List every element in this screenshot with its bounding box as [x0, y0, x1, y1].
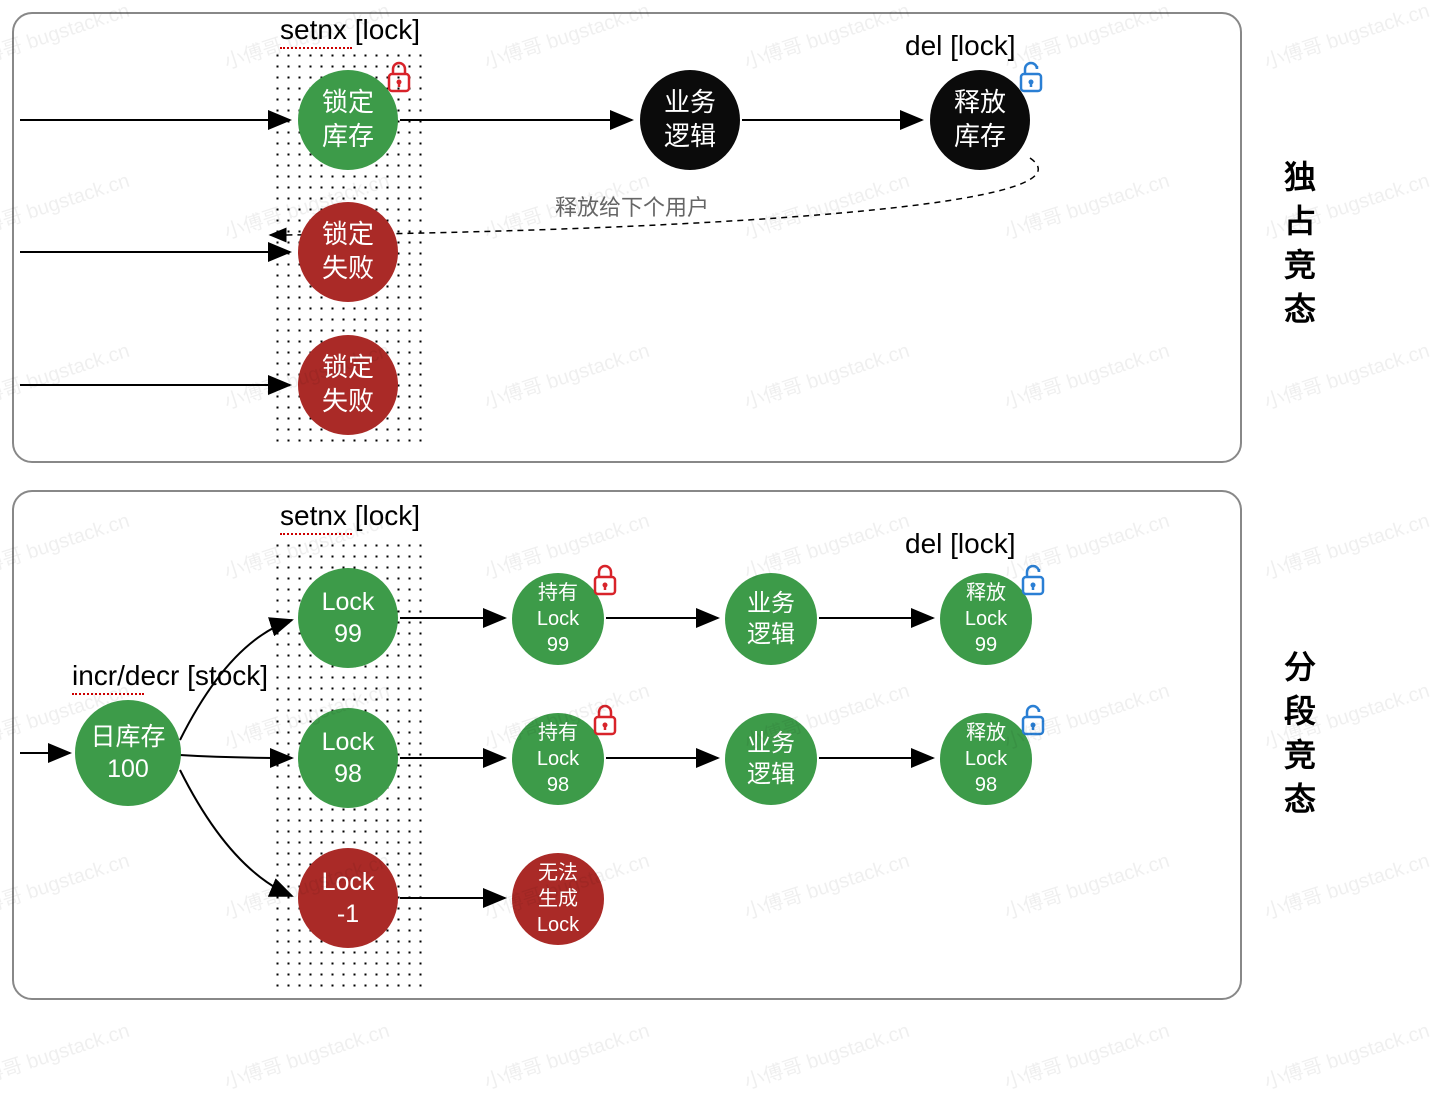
watermark: 小傅哥 bugstack.cn [1260, 1014, 1433, 1095]
panel2-node-lm1: Lock -1 [298, 848, 398, 948]
panel2-node-b2: 业务 逻辑 [725, 713, 817, 805]
panel2-del-label: del [lock] [905, 528, 1016, 560]
panel2-node-l99: Lock 99 [298, 568, 398, 668]
panel1-node-n5: 锁定 失败 [298, 335, 398, 435]
panel2-node-stock: 日库存 100 [75, 700, 181, 806]
panel1-node-n1: 锁定 库存 [298, 70, 398, 170]
unlock-icon [1016, 60, 1046, 99]
panel1-side-title: 独占竞态 [1275, 160, 1321, 336]
panel1-node-n2: 业务 逻辑 [640, 70, 740, 170]
watermark: 小傅哥 bugstack.cn [220, 1014, 393, 1095]
panel1-node-n3: 释放 库存 [930, 70, 1030, 170]
unlock-icon [1018, 563, 1048, 602]
panel2-node-b1: 业务 逻辑 [725, 573, 817, 665]
lock-icon [590, 703, 620, 742]
panel2-node-l98: Lock 98 [298, 708, 398, 808]
watermark: 小傅哥 bugstack.cn [0, 1014, 133, 1095]
watermark: 小傅哥 bugstack.cn [1260, 334, 1433, 415]
panel1-node-n4: 锁定 失败 [298, 202, 398, 302]
panel2-setnx-label: setnx [lock] [280, 500, 420, 532]
watermark: 小傅哥 bugstack.cn [740, 1014, 913, 1095]
panel2-node-fail: 无法 生成 Lock [512, 853, 604, 945]
lock-icon [590, 563, 620, 602]
panel1-annotation: 释放给下个用户 [555, 190, 709, 222]
watermark: 小傅哥 bugstack.cn [480, 1014, 653, 1095]
panel2-side-title: 分段竞态 [1275, 650, 1321, 826]
unlock-icon [1018, 703, 1048, 742]
panel-segmented [12, 490, 1242, 1000]
panel-exclusive [12, 12, 1242, 463]
watermark: 小傅哥 bugstack.cn [1000, 1014, 1173, 1095]
panel2-incr-label: incr/decr [stock] [72, 660, 268, 692]
watermark: 小傅哥 bugstack.cn [1260, 0, 1433, 75]
watermark: 小傅哥 bugstack.cn [1260, 844, 1433, 925]
lock-icon [384, 60, 414, 99]
watermark: 小傅哥 bugstack.cn [1260, 504, 1433, 585]
panel1-setnx-label: setnx [lock] [280, 14, 420, 46]
panel1-del-label: del [lock] [905, 30, 1016, 62]
